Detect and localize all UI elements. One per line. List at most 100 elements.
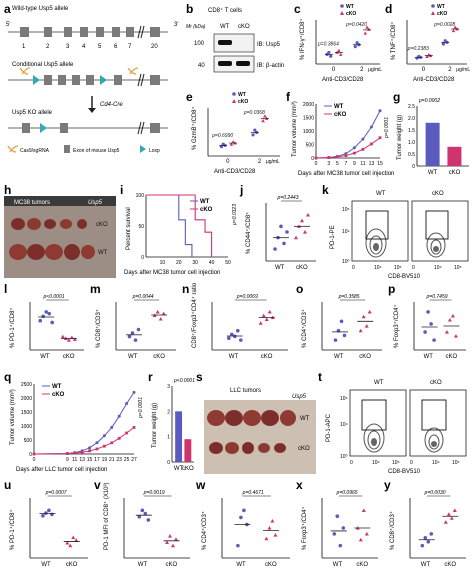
p-value: p=0.3864 — [317, 41, 339, 47]
legend-cko: cKO — [200, 207, 213, 213]
data-point-wt — [423, 536, 428, 540]
photo-background — [4, 196, 116, 278]
flow-tick: 10⁴ — [342, 229, 350, 235]
tumor-row-cko — [209, 442, 286, 454]
data-point-cko — [273, 533, 278, 537]
data-point-cko — [378, 136, 382, 140]
data-point-wt — [339, 319, 344, 324]
chart-llc-volume: 0 500 1000 1500 2000 2500 0 9 11 13 15 17 19 21 23 25 27… — [10, 382, 144, 473]
chart-mc38-weight: 0 0.5 1.0 1.5 2.0 2.5 Tumor weight (g) WT cKO p=0… — [397, 98, 469, 176]
panel-label-d: d — [385, 2, 393, 16]
y-axis-label: Percent survival — [126, 207, 132, 250]
chart-foxp3-llc: % Foxp3⁺/CD4⁺ WT cKO p=0.0965 — [301, 490, 378, 568]
y-tick-label: 0 — [29, 452, 32, 458]
legend-sgrna: Cas9/sgRNA — [20, 148, 50, 154]
mc38-photo-title: MC38 tumors — [14, 200, 50, 206]
data-point-cko — [361, 147, 365, 151]
chart-cd8-treg-ratio: CD8⁺/Foxp3⁺CD4⁺ ratio WT cKO p=0.0069 — [191, 282, 288, 360]
blot-lane-cko: cKO — [238, 24, 250, 30]
blot-band — [218, 61, 232, 66]
panel-label-b: b — [186, 2, 194, 16]
x-tick-label: 23 — [116, 457, 122, 463]
y-axis-label: % GzmB⁺/CD8⁺ — [191, 106, 198, 150]
chart-pd1-llc: % PD-1⁺/CD8⁺ WT cKO p=0.0007 — [9, 490, 88, 568]
y-axis-label: % CD4⁺/CD3⁺ — [301, 309, 308, 348]
data-point-wt — [130, 331, 135, 335]
data-point-cko — [110, 441, 114, 445]
data-point-wt — [127, 334, 132, 339]
panel-label-k: k — [322, 183, 329, 197]
series-line-wt — [315, 110, 381, 159]
data-point-cko — [443, 520, 448, 524]
x-tick-label: 15 — [377, 161, 383, 167]
p-value: p<0.0001 — [173, 378, 195, 384]
p-value: p=0.0368 — [243, 110, 265, 116]
data-point-cko — [267, 526, 272, 530]
data-point-wt — [279, 224, 283, 229]
data-point-cko — [32, 452, 36, 456]
x-tick-label: 2 — [360, 67, 364, 73]
p-value: p=0.0044 — [132, 294, 154, 300]
y-tick-label: 0 — [412, 164, 415, 170]
x-tick-label: WT — [138, 562, 148, 568]
chart-cd8-llc: % CD8⁺/CD3⁺ WT cKO p=0.0030 — [389, 490, 466, 568]
data-point-cko — [171, 543, 176, 548]
data-point-cko — [450, 313, 455, 318]
flow-tick: 0 — [412, 265, 415, 271]
data-point-cko — [364, 324, 369, 328]
panel-label-l: l — [4, 282, 8, 296]
flow-t-cko: cKO — [430, 380, 442, 386]
legend-marker-wt — [232, 92, 236, 96]
data-point-cko — [168, 534, 173, 538]
x-tick-label: cKO — [182, 466, 194, 472]
data-point-cko — [365, 25, 369, 29]
data-point-wt — [338, 543, 343, 548]
bar-wt — [425, 122, 440, 166]
loxp-icon — [33, 75, 40, 85]
data-point-wt — [242, 508, 246, 513]
p-value: p=0.3585 — [338, 294, 360, 300]
flow-tick: 10⁰ — [340, 454, 348, 460]
blot-ib-actin: IB: β-actin — [257, 63, 284, 69]
x-tick-label: WT — [421, 562, 431, 568]
flow-gate — [421, 399, 447, 431]
cd4-cre-label: Cd4-Cre — [100, 102, 123, 108]
panel-label-g: g — [393, 90, 401, 104]
y-tick-label: 1500 — [303, 116, 314, 122]
p-value: p=0.2443 — [277, 195, 299, 201]
x-tick-label: WT — [333, 562, 343, 568]
wt-break-marks — [137, 25, 145, 39]
data-point-cko — [300, 218, 304, 223]
chart-cd44: % CD44⁺/CD8⁺ WT cKO p=0.2443 — [245, 195, 316, 271]
data-point-wt — [253, 128, 257, 132]
y-axis-label: Tumor volume (mm³) — [10, 389, 16, 445]
x-tick-label: WT — [41, 562, 51, 568]
data-point-cko — [174, 537, 179, 541]
x-tick-label: 30 — [192, 260, 198, 266]
exon-1 — [20, 27, 29, 37]
y-axis-label: % Foxp3⁺/CD4⁺ — [393, 304, 400, 348]
x-tick-label: WT — [424, 354, 434, 360]
flow-density-wt — [363, 423, 385, 453]
data-point-cko — [358, 537, 363, 542]
legend-wt: WT — [200, 199, 210, 205]
data-point-cko — [88, 449, 91, 453]
x-tick-label: WT — [428, 170, 438, 176]
data-point-wt — [230, 332, 234, 337]
data-point-wt — [327, 50, 331, 55]
y-axis-label: % CD8⁺/CD3⁺ — [389, 511, 396, 550]
p-value: p=0.0069 — [236, 294, 258, 300]
chart-pd1-mfi: PD-1 MFI of CD8⁺ (X10³) WT cKO p=0.0019 — [103, 482, 190, 568]
data-point-wt — [369, 125, 373, 129]
chart-foxp3-mc38: % Foxp3⁺/CD4⁺ WT cKO p=0.7459 — [393, 294, 466, 360]
flow-k-cko: cKO — [432, 191, 444, 197]
x-tick-label: cKO — [359, 354, 371, 360]
data-point-cko — [102, 444, 106, 448]
x-tick-label: cKO — [66, 562, 78, 568]
y-tick-label: 2.0 — [408, 116, 415, 122]
x-tick-label: 11 — [360, 161, 365, 167]
x-tick-label: WT — [236, 562, 246, 568]
p-value: p<0.0001 — [43, 294, 65, 300]
p-value: p=0.0030 — [424, 490, 446, 496]
